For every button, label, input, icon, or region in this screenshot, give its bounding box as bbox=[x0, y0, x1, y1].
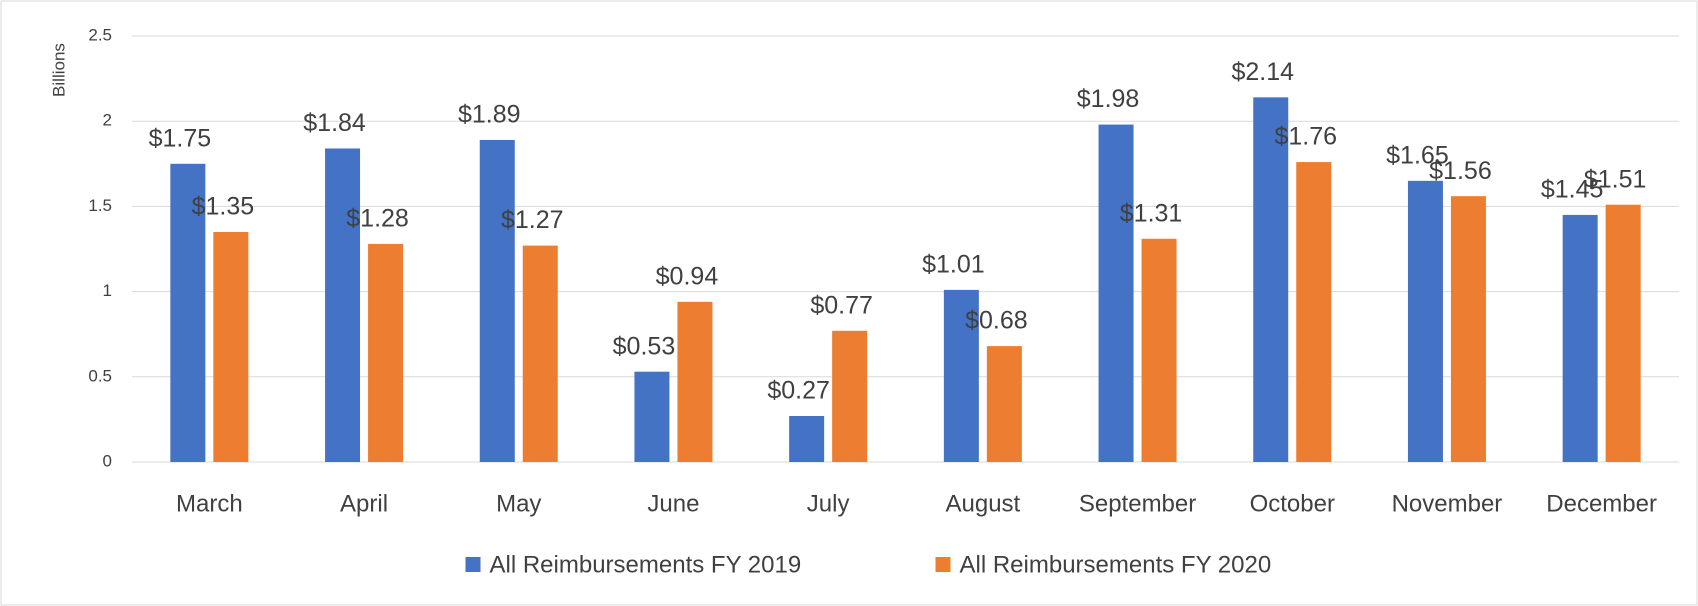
data-label: $0.53 bbox=[613, 332, 676, 360]
y-tick-label: 0.5 bbox=[88, 366, 112, 385]
legend-swatch bbox=[935, 557, 951, 572]
bar bbox=[325, 148, 361, 463]
y-axis-label: Billions bbox=[49, 43, 68, 97]
bar bbox=[1407, 180, 1443, 462]
legend-label: All Reimbursements FY 2020 bbox=[960, 551, 1272, 578]
bar bbox=[1098, 124, 1134, 462]
data-label: $1.51 bbox=[1584, 165, 1647, 193]
bar bbox=[1253, 97, 1289, 463]
data-label: $1.28 bbox=[346, 204, 409, 232]
x-tick-label: October bbox=[1250, 490, 1335, 517]
y-tick-label: 1.5 bbox=[88, 196, 112, 215]
bar bbox=[170, 163, 206, 463]
data-label: $1.27 bbox=[501, 206, 564, 234]
bar bbox=[213, 231, 249, 462]
y-tick-label: 2 bbox=[103, 111, 112, 130]
data-label: $1.35 bbox=[192, 193, 255, 221]
bar bbox=[522, 245, 558, 462]
data-label: $0.68 bbox=[965, 307, 1028, 335]
data-label: $1.75 bbox=[149, 124, 212, 152]
bar bbox=[943, 289, 979, 462]
bar bbox=[1605, 204, 1641, 463]
bar bbox=[1562, 214, 1598, 462]
x-tick-label: June bbox=[647, 490, 699, 517]
bar bbox=[1141, 238, 1177, 462]
y-tick-label: 0 bbox=[103, 451, 112, 470]
x-tick-label: August bbox=[945, 490, 1020, 517]
data-label: $0.27 bbox=[767, 377, 830, 405]
data-label: $1.65 bbox=[1386, 141, 1449, 169]
bar bbox=[789, 415, 825, 462]
x-tick-label: May bbox=[496, 490, 541, 517]
bar bbox=[368, 243, 404, 462]
bar bbox=[634, 371, 670, 462]
bar bbox=[1296, 162, 1332, 462]
y-tick-label: 1 bbox=[103, 281, 112, 300]
y-tick-label: 2.5 bbox=[88, 25, 112, 44]
data-label: $1.56 bbox=[1429, 157, 1492, 185]
legend-label: All Reimbursements FY 2019 bbox=[490, 551, 802, 578]
x-tick-label: December bbox=[1546, 490, 1657, 517]
bar bbox=[479, 139, 515, 462]
data-label: $1.84 bbox=[303, 109, 366, 137]
x-tick-label: November bbox=[1392, 490, 1503, 517]
data-label: $1.01 bbox=[922, 251, 985, 279]
bar bbox=[832, 330, 868, 462]
bar bbox=[677, 301, 713, 462]
data-label: $0.94 bbox=[656, 262, 719, 290]
data-label: $1.31 bbox=[1120, 199, 1183, 227]
data-label: $1.98 bbox=[1077, 85, 1140, 113]
bar bbox=[1450, 196, 1486, 462]
bar bbox=[986, 346, 1022, 462]
x-tick-label: April bbox=[340, 490, 388, 517]
legend-swatch bbox=[465, 557, 481, 572]
data-label: $1.89 bbox=[458, 101, 521, 129]
x-tick-label: September bbox=[1079, 490, 1196, 517]
x-tick-label: July bbox=[807, 490, 850, 517]
x-tick-label: March bbox=[176, 490, 243, 517]
data-label: $0.77 bbox=[810, 291, 873, 319]
data-label: $1.76 bbox=[1274, 123, 1337, 151]
data-label: $2.14 bbox=[1231, 58, 1294, 86]
data-label: $1.45 bbox=[1541, 176, 1604, 204]
